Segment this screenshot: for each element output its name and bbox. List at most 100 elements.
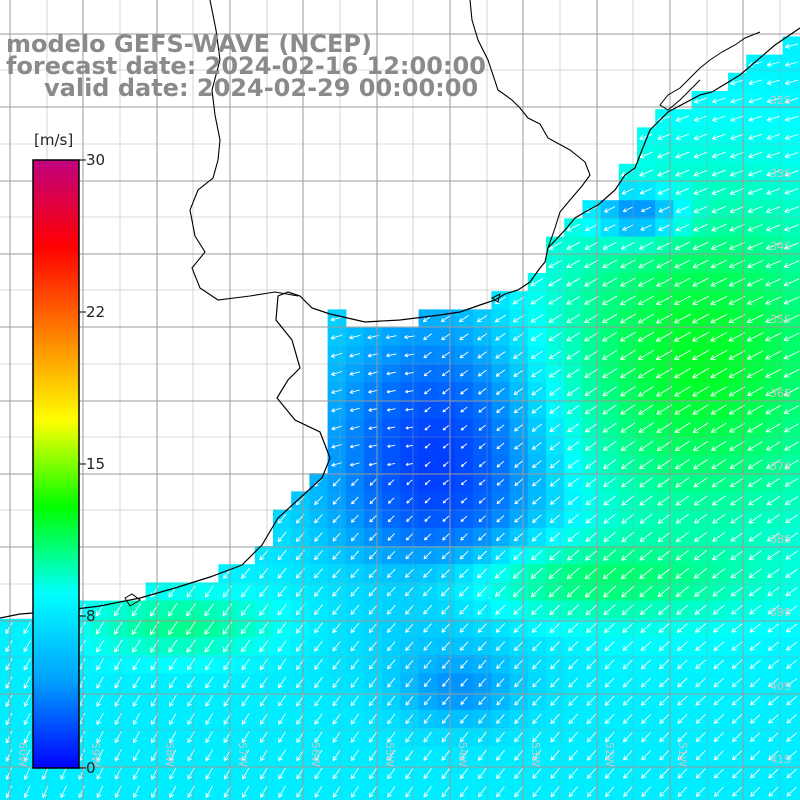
wind-arrow (259, 695, 268, 707)
wind-arrow (131, 603, 142, 617)
wind-arrow (639, 188, 653, 195)
wind-arrow (748, 586, 762, 597)
wind-arrow (620, 440, 635, 452)
wind-arrow (205, 676, 214, 689)
wind-arrow (750, 786, 761, 797)
wind-arrow (567, 441, 580, 451)
wind-arrow (729, 459, 745, 470)
wind-arrow (532, 478, 542, 487)
wind-arrow (567, 531, 579, 542)
wind-arrow (459, 369, 469, 377)
wind-arrow (405, 444, 414, 448)
wind-arrow (405, 426, 414, 430)
wind-arrow (602, 259, 617, 269)
wind-arrow (712, 97, 726, 104)
wind-arrow (460, 497, 468, 504)
wind-arrow (622, 224, 634, 231)
longitude-label: 52W (603, 742, 616, 767)
wind-arrow (692, 386, 709, 397)
wind-arrow (768, 677, 779, 688)
wind-arrow (241, 695, 250, 707)
wind-arrow (314, 785, 323, 798)
wind-arrow (187, 694, 195, 707)
wind-arrow (567, 549, 580, 561)
wind-arrow (60, 767, 67, 780)
wind-arrow (692, 259, 709, 269)
wind-arrow (674, 440, 690, 452)
latitude-label: 37S (770, 460, 791, 473)
wind-arrow (622, 732, 633, 743)
wind-arrow (639, 531, 653, 543)
wind-arrow (750, 732, 761, 742)
wind-arrow (786, 696, 797, 706)
wind-arrow (259, 568, 269, 579)
wind-arrow (567, 496, 579, 506)
wind-arrow (730, 151, 744, 159)
wind-arrow (205, 713, 214, 725)
wind-arrow (549, 423, 561, 433)
wind-arrow (278, 785, 286, 798)
wind-arrow (621, 531, 635, 543)
wind-arrow (549, 441, 561, 451)
wind-arrow (586, 750, 597, 761)
wind-arrow (675, 187, 690, 195)
wind-arrow (785, 550, 798, 560)
wind-arrow (5, 712, 13, 726)
wind-arrow (658, 206, 670, 213)
wind-arrow (550, 713, 560, 725)
wind-arrow (693, 549, 708, 561)
wind-arrow (731, 695, 743, 706)
wind-arrow (766, 61, 781, 67)
wind-arrow (568, 659, 579, 670)
wind-arrow (405, 767, 414, 780)
wind-arrow (186, 639, 196, 653)
wind-arrow (674, 277, 691, 287)
longitude-label: 58W (163, 742, 176, 767)
wind-arrow (730, 79, 744, 86)
wind-arrow (746, 332, 764, 342)
wind-arrow (674, 241, 690, 250)
wind-arrow (478, 388, 487, 395)
wind-arrow (784, 477, 799, 487)
wind-arrow (423, 678, 432, 688)
wind-arrow (747, 260, 764, 269)
wind-arrow (441, 333, 451, 341)
wind-arrow (674, 313, 691, 324)
wind-arrow (729, 259, 745, 269)
wind-arrow (749, 605, 762, 615)
wind-arrow (713, 659, 725, 670)
wind-arrow (566, 332, 581, 342)
wind-arrow (604, 206, 616, 213)
wind-arrow (765, 368, 782, 378)
wind-arrow (585, 495, 598, 506)
wind-arrow (514, 424, 524, 432)
wind-arrow (674, 259, 691, 269)
border-line (469, 0, 586, 163)
wind-arrow (748, 550, 762, 560)
wind-arrow (784, 423, 800, 433)
wind-arrow (695, 641, 707, 651)
wind-arrow (369, 515, 377, 523)
wind-arrow (5, 640, 13, 653)
wind-arrow (584, 332, 599, 342)
wind-arrow (260, 785, 268, 798)
wind-arrow (623, 786, 633, 798)
wind-arrow (711, 459, 727, 470)
longitude-label: 51W (676, 742, 689, 767)
wind-arrow (241, 640, 251, 653)
longitude-label: 57W (236, 742, 249, 767)
latitude-label: 36S (770, 387, 791, 400)
wind-arrow (423, 351, 432, 359)
wind-arrow (369, 532, 377, 541)
wind-arrow (695, 732, 706, 743)
wind-arrow (241, 585, 251, 598)
wind-arrow (386, 408, 396, 412)
wind-arrow (768, 768, 779, 779)
wind-arrow (585, 549, 598, 561)
wind-arrow (693, 477, 708, 488)
wind-arrow (477, 550, 487, 560)
wind-arrow (405, 695, 414, 706)
wind-arrow (586, 786, 597, 798)
wind-arrow (710, 404, 727, 415)
